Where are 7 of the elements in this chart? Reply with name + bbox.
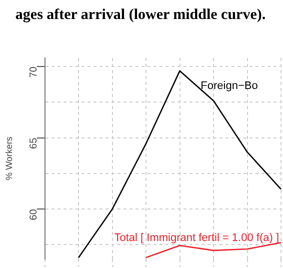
y-tick-label: 65 <box>28 137 40 149</box>
y-tick-label: 70 <box>28 66 40 78</box>
series-label: Total [ Immigrant fertil = 1.00 f(a) ] <box>114 232 280 244</box>
chart-title: ages after arrival (lower middle curve). <box>15 6 266 23</box>
series-label: Foreign−Bo <box>200 80 258 92</box>
y-tick-label: 60 <box>28 208 40 220</box>
y-axis-title: % Workers <box>4 136 14 180</box>
